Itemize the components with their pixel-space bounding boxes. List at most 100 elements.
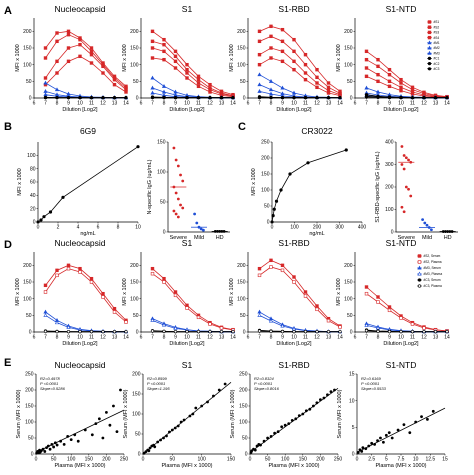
data-point	[78, 330, 82, 334]
series-line	[152, 273, 234, 331]
x-tick-label: 9	[281, 335, 284, 341]
x-tick-label: 150	[299, 457, 308, 463]
data-point	[379, 436, 382, 440]
y-axis-label: Serum (MFI x 1000)	[337, 389, 343, 438]
x-tick-label: 100	[281, 457, 290, 463]
series-line	[152, 268, 234, 331]
y-tick-label: 100	[23, 296, 32, 302]
series-line	[259, 330, 340, 333]
subplot-A-1: Nucleocapsid 6 7 8 9 10 11 12 13 14 0 50 100 150 200 Di…	[15, 4, 129, 113]
data-point	[280, 39, 285, 44]
data-point	[257, 313, 262, 317]
curve-line	[271, 149, 347, 223]
data-point	[162, 276, 166, 281]
y-axis-label: S1-RBD-specific IgG (ug/mL)	[375, 151, 381, 222]
y-tick-label: 0	[350, 330, 353, 336]
x-tick-label: 10	[184, 101, 190, 107]
y-tick-label: 150	[157, 140, 166, 146]
data-point	[410, 96, 415, 100]
y-tick-label: 50	[135, 432, 141, 438]
data-point	[376, 300, 380, 304]
y-tick-label: 100	[261, 188, 270, 194]
y-tick-label: 0	[33, 220, 36, 226]
data-point	[303, 330, 308, 334]
y-tick-label: 200	[344, 29, 353, 35]
data-point	[410, 330, 415, 334]
series-line	[366, 59, 448, 98]
stat-annotation: Slope=0.8016	[254, 386, 280, 391]
data-point	[387, 96, 392, 100]
x-tick-label: 10	[77, 101, 83, 107]
data-point	[43, 329, 48, 333]
series-line	[45, 34, 127, 89]
x-tick-label: 10	[135, 225, 141, 231]
y-tick-label: 200	[385, 185, 394, 191]
data-point	[176, 215, 180, 219]
data-point	[66, 46, 71, 50]
data-point	[48, 210, 53, 214]
x-axis-label: Plasma (MFI x 1000)	[54, 463, 105, 469]
x-tick-label: 14	[230, 101, 236, 107]
data-point	[426, 417, 429, 421]
data-point	[268, 318, 274, 323]
data-point	[185, 76, 189, 80]
data-point	[62, 443, 66, 446]
data-point	[409, 194, 413, 198]
data-point	[174, 191, 178, 195]
data-point	[43, 283, 48, 288]
data-point	[427, 67, 432, 71]
data-point	[101, 71, 105, 75]
x-tick-label: 10	[291, 335, 297, 341]
y-tick-label: 0	[138, 452, 141, 458]
y-tick-label: 0	[245, 452, 248, 458]
series-line	[152, 330, 233, 333]
y-tick-label: 250	[25, 372, 34, 378]
data-point	[272, 207, 276, 211]
y-tick-label: 200	[23, 29, 32, 35]
x-tick-label: 2	[57, 225, 60, 231]
data-point	[43, 89, 48, 93]
data-point	[274, 199, 279, 203]
x-tick-label: 14	[444, 101, 450, 107]
x-axis-label: Plasma (MFI x 1000)	[161, 463, 212, 469]
data-point	[208, 82, 212, 87]
data-point	[219, 326, 224, 330]
data-point	[150, 266, 155, 271]
data-point	[417, 278, 422, 282]
data-point	[326, 85, 331, 90]
x-axis-label: Dilution [Log2]	[276, 107, 312, 113]
y-tick-label: 300	[385, 162, 394, 168]
data-point	[76, 439, 80, 443]
subplot-title: Nucleocapsid	[54, 4, 105, 14]
data-point	[433, 330, 438, 334]
series-line	[366, 330, 447, 333]
data-point	[78, 54, 82, 59]
data-point	[172, 146, 176, 150]
y-tick-label: 400	[385, 140, 394, 146]
data-point	[257, 72, 262, 77]
data-point	[364, 95, 369, 99]
data-point	[55, 443, 59, 447]
data-point	[196, 74, 201, 79]
data-point	[42, 215, 46, 219]
data-point	[208, 330, 212, 334]
data-point	[219, 96, 224, 100]
x-tick-label: 8	[56, 335, 59, 341]
data-point	[280, 425, 284, 429]
y-axis-label: MFI x 1000	[17, 168, 23, 196]
data-point	[269, 24, 273, 29]
x-tick-label: 6	[247, 335, 250, 341]
x-tick-label: 8	[163, 335, 166, 341]
x-tick-label: 8	[56, 101, 59, 107]
x-tick-label: 8	[377, 335, 380, 341]
data-point	[270, 220, 274, 224]
y-axis-label: MFI x 1000	[15, 44, 21, 72]
data-point	[217, 388, 221, 392]
x-tick-label: 9	[174, 101, 177, 107]
data-point	[421, 218, 424, 222]
data-point	[399, 330, 403, 334]
y-tick-label: 200	[130, 29, 139, 35]
subplot-A-3: S1-RBD 6 7 8 9 10 11 12 13 14 0 50 100 150 200 Dilution…	[229, 4, 343, 113]
